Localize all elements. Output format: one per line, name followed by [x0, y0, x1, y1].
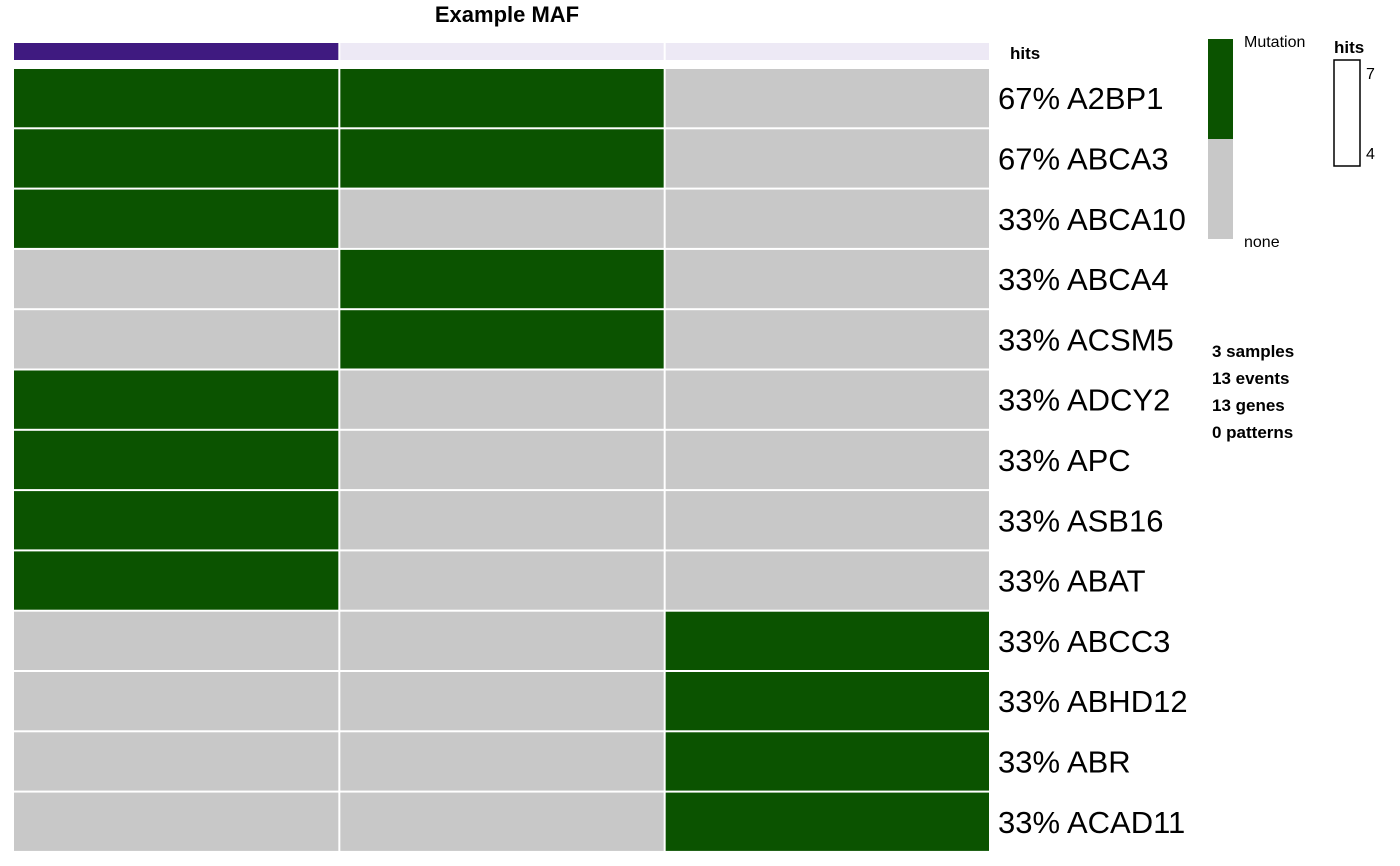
summary-stat-1: 3 samples: [1212, 342, 1294, 361]
cell-adcy2-sample-1: [14, 370, 339, 429]
cell-abca3-sample-2: [340, 129, 664, 188]
hits-legend-max: 7: [1366, 66, 1375, 83]
cell-asb16-sample-2: [340, 491, 664, 550]
row-label-acsm5: 33% ACSM5: [998, 322, 1174, 357]
cell-apc-sample-3: [665, 430, 989, 490]
cell-a2bp1-sample-3: [665, 69, 989, 128]
summary-stat-3: 13 genes: [1212, 396, 1285, 415]
cell-abca3-sample-3: [665, 129, 989, 188]
cell-abca4-sample-2: [340, 249, 664, 309]
cell-asb16-sample-3: [665, 491, 989, 550]
cell-abca10-sample-1: [14, 189, 339, 248]
cell-abcc3-sample-1: [14, 611, 339, 670]
cell-acad11-sample-2: [340, 792, 664, 851]
cell-abcc3-sample-3: [665, 611, 989, 670]
summary-stat-2: 13 events: [1212, 369, 1290, 388]
annotation-cell-sample-1: [14, 43, 339, 60]
row-label-abat: 33% ABAT: [998, 564, 1146, 599]
cell-abr-sample-3: [665, 732, 989, 791]
hits-legend-min: 4: [1366, 146, 1375, 163]
row-label-acad11: 33% ACAD11: [998, 805, 1185, 840]
cell-a2bp1-sample-1: [14, 69, 339, 128]
legend-swatch-none: [1208, 139, 1233, 239]
summary-stat-4: 0 patterns: [1212, 423, 1293, 442]
cell-abca10-sample-3: [665, 189, 989, 248]
cell-acsm5-sample-1: [14, 310, 339, 369]
row-label-abca3: 67% ABCA3: [998, 141, 1169, 176]
cell-abca3-sample-1: [14, 129, 339, 188]
legend-label-none: none: [1244, 234, 1280, 251]
cell-abr-sample-1: [14, 732, 339, 791]
row-label-a2bp1: 67% A2BP1: [998, 81, 1163, 116]
cell-abat-sample-3: [665, 551, 989, 610]
cell-acad11-sample-3: [665, 792, 989, 851]
cell-acsm5-sample-2: [340, 310, 664, 369]
cell-abhd12-sample-2: [340, 672, 664, 731]
cell-abca10-sample-2: [340, 189, 664, 248]
hits-legend-title: hits: [1334, 38, 1364, 57]
legend-swatch-mutation: [1208, 39, 1233, 139]
row-label-apc: 33% APC: [998, 443, 1131, 478]
legend-label-mutation: Mutation: [1244, 34, 1305, 51]
annotation-cell-sample-2: [340, 43, 664, 60]
cell-apc-sample-2: [340, 430, 664, 490]
row-label-abcc3: 33% ABCC3: [998, 624, 1170, 659]
cell-abat-sample-1: [14, 551, 339, 610]
summary-stats: 3 samples 13 events 13 genes 0 patterns: [1212, 342, 1294, 442]
cell-abhd12-sample-3: [665, 672, 989, 731]
row-label-abca4: 33% ABCA4: [998, 262, 1169, 297]
row-label-abr: 33% ABR: [998, 744, 1131, 779]
hits-legend-bar: [1333, 59, 1361, 167]
cell-acad11-sample-1: [14, 792, 339, 851]
cell-abhd12-sample-1: [14, 672, 339, 731]
annotation-track-label: hits: [1010, 44, 1040, 63]
cell-a2bp1-sample-2: [340, 69, 664, 128]
cell-adcy2-sample-3: [665, 370, 989, 429]
cell-abca4-sample-1: [14, 249, 339, 309]
gene-labels: 67% A2BP1 67% ABCA3 33% ABCA10 33% ABCA4 33%…: [998, 81, 1188, 840]
cell-asb16-sample-1: [14, 491, 339, 550]
row-label-asb16: 33% ASB16: [998, 503, 1163, 538]
row-label-abhd12: 33% ABHD12: [998, 684, 1188, 719]
hits-annotation-track: [14, 43, 989, 60]
row-label-abca10: 33% ABCA10: [998, 202, 1186, 237]
annotation-cell-sample-3: [665, 43, 989, 60]
cell-acsm5-sample-3: [665, 310, 989, 369]
cell-apc-sample-1: [14, 430, 339, 490]
mutation-matrix: [14, 69, 989, 851]
cell-abcc3-sample-2: [340, 611, 664, 670]
mutation-legend: Mutation none: [1208, 34, 1305, 251]
cell-abr-sample-2: [340, 732, 664, 791]
row-label-adcy2: 33% ADCY2: [998, 383, 1170, 418]
chart-title: Example MAF: [435, 2, 579, 27]
cell-abat-sample-2: [340, 551, 664, 610]
cell-adcy2-sample-2: [340, 370, 664, 429]
cell-abca4-sample-3: [665, 249, 989, 309]
